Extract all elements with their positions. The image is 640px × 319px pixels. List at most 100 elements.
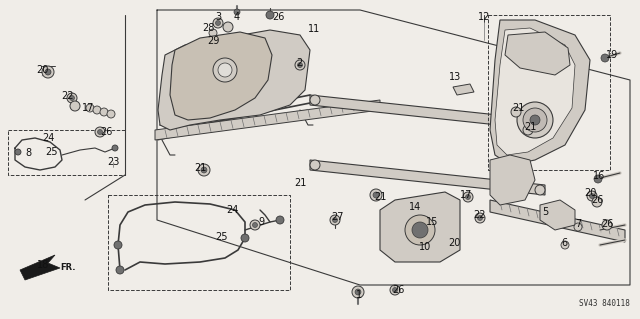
Circle shape [298,63,303,68]
Circle shape [218,63,232,77]
Text: 21: 21 [294,178,306,188]
Circle shape [333,218,337,222]
Polygon shape [540,200,575,230]
Circle shape [530,115,540,125]
Text: SV43 840118: SV43 840118 [579,299,630,308]
Circle shape [276,216,284,224]
Circle shape [70,101,80,111]
Circle shape [589,194,595,198]
Circle shape [449,240,459,250]
Circle shape [42,262,48,268]
Circle shape [250,220,260,230]
Polygon shape [490,155,535,205]
Circle shape [310,160,320,170]
Text: 9: 9 [258,217,264,227]
Text: 21: 21 [524,122,536,132]
Circle shape [433,222,438,227]
Text: 16: 16 [593,171,605,181]
Circle shape [392,287,397,293]
Circle shape [93,106,101,114]
Text: 19: 19 [606,50,618,60]
Circle shape [523,108,547,132]
Circle shape [422,246,428,250]
Circle shape [213,58,237,82]
Circle shape [523,125,533,135]
Circle shape [535,120,545,130]
Circle shape [107,110,115,118]
Text: 8: 8 [25,148,31,158]
Circle shape [67,93,77,103]
Text: 23: 23 [107,157,119,167]
Text: 25: 25 [45,147,58,157]
Polygon shape [155,100,380,140]
Circle shape [601,54,609,62]
Text: 3: 3 [215,12,221,22]
Text: 26: 26 [100,127,112,137]
Text: 13: 13 [449,72,461,82]
Circle shape [214,36,222,44]
Polygon shape [158,30,310,130]
Circle shape [370,189,382,201]
Circle shape [116,266,124,274]
Text: 2: 2 [296,58,302,68]
Circle shape [587,191,597,201]
Polygon shape [310,95,545,130]
Circle shape [253,222,257,227]
Circle shape [475,213,485,223]
Circle shape [405,215,435,245]
Circle shape [216,20,221,26]
Circle shape [86,104,94,112]
Text: 25: 25 [216,232,228,242]
Polygon shape [380,192,460,262]
Circle shape [330,215,340,225]
Circle shape [201,167,207,173]
Text: 12: 12 [478,12,490,22]
Circle shape [310,95,320,105]
Text: 26: 26 [392,285,404,295]
Circle shape [602,220,612,230]
Polygon shape [20,255,60,280]
Circle shape [561,241,569,249]
Circle shape [463,192,473,202]
Circle shape [592,197,602,207]
Polygon shape [505,32,570,75]
Circle shape [114,241,122,249]
Circle shape [100,108,108,116]
Polygon shape [490,20,590,165]
Text: 15: 15 [426,217,438,227]
Text: 22: 22 [474,210,486,220]
Text: 24: 24 [226,205,238,215]
Text: FR.: FR. [60,263,76,272]
Circle shape [70,95,74,100]
Text: 7: 7 [575,219,581,229]
Text: 24: 24 [42,133,54,143]
Text: 26: 26 [272,12,284,22]
Circle shape [355,289,361,295]
Circle shape [517,102,553,138]
Circle shape [352,286,364,298]
Polygon shape [453,84,474,95]
Circle shape [45,69,51,75]
Circle shape [535,185,545,195]
Text: 20: 20 [448,238,460,248]
Circle shape [209,29,217,37]
Text: 28: 28 [202,23,214,33]
Text: 20: 20 [36,65,48,75]
Text: 20: 20 [584,188,596,198]
Circle shape [213,18,223,28]
Text: 21: 21 [374,192,386,202]
Text: 26: 26 [601,219,613,229]
Circle shape [266,11,274,19]
Text: 1: 1 [356,290,362,300]
Text: 4: 4 [234,12,240,22]
Text: 17: 17 [460,190,472,200]
Text: 29: 29 [207,36,219,46]
Text: 17: 17 [82,103,94,113]
Text: 27: 27 [331,212,343,222]
Text: 11: 11 [308,24,320,34]
Circle shape [477,216,483,220]
Circle shape [97,130,102,135]
Circle shape [390,285,400,295]
Text: 21: 21 [512,103,524,113]
Circle shape [95,127,105,137]
